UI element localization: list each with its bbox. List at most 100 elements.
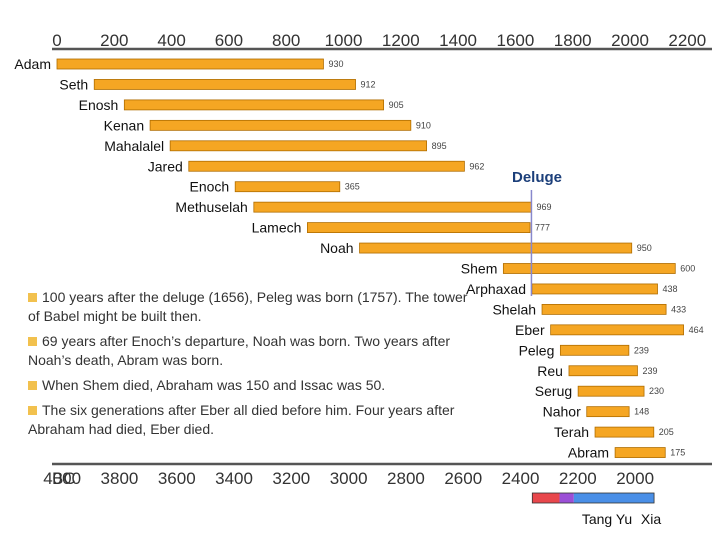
bottom-tick-label: 2400 xyxy=(502,469,540,488)
person-label: Serug xyxy=(535,383,572,399)
lifespan-bar xyxy=(123,99,385,111)
lifespan-value-label: 962 xyxy=(469,161,484,171)
note-4: The six generations after Eber all died … xyxy=(28,402,455,437)
bottom-tick-label: 3600 xyxy=(158,469,196,488)
lifespan-bar xyxy=(359,242,633,254)
lifespan-value-label: 148 xyxy=(634,407,649,417)
bullet-icon xyxy=(28,381,37,390)
dynasty-label: Yu xyxy=(616,511,632,527)
top-tick-label: 2000 xyxy=(611,31,649,50)
lifespan-value-label: 365 xyxy=(345,182,360,192)
person-label: Peleg xyxy=(519,342,555,358)
lifespan-bar xyxy=(149,119,412,131)
lifespan-bar xyxy=(550,324,684,336)
top-tick-label: 800 xyxy=(272,31,300,50)
top-tick-label: 1200 xyxy=(382,31,420,50)
person-label: Jared xyxy=(148,158,183,174)
lifespan-bar xyxy=(541,303,667,315)
person-label: Arphaxad xyxy=(466,281,526,297)
lifespan-bar xyxy=(559,344,630,356)
person-label: Lamech xyxy=(252,220,302,236)
bottom-tick-label: 2600 xyxy=(444,469,482,488)
person-label: Reu xyxy=(537,363,563,379)
lifespan-bar xyxy=(586,406,630,418)
dynasty-segment xyxy=(573,493,655,503)
lifespan-value-label: 895 xyxy=(432,141,447,151)
dynasty-label: Xia xyxy=(641,511,661,527)
person-label: Mahalalel xyxy=(104,138,164,154)
lifespan-value-label: 777 xyxy=(535,223,550,233)
person-label: Shelah xyxy=(492,301,536,317)
top-tick-label: 200 xyxy=(100,31,128,50)
dynasty-strip-border xyxy=(531,492,655,504)
lifespan-value-label: 239 xyxy=(634,345,649,355)
lifespan-value-label: 969 xyxy=(536,202,551,212)
lifespan-value-label: 433 xyxy=(671,304,686,314)
lifespan-bar xyxy=(253,201,532,213)
bottom-tick-label: 3200 xyxy=(272,469,310,488)
person-label: Adam xyxy=(14,56,51,72)
lifespan-bar xyxy=(531,283,658,295)
top-tick-label: 600 xyxy=(215,31,243,50)
lifespan-bar xyxy=(568,365,638,377)
top-tick-label: 1800 xyxy=(554,31,592,50)
dynasty-segment xyxy=(559,493,574,503)
lifespan-value-label: 205 xyxy=(659,427,674,437)
bottom-tick-label: 2800 xyxy=(387,469,425,488)
deluge-label: Deluge xyxy=(512,169,562,186)
bottom-tick-label: 3400 xyxy=(215,469,253,488)
person-label: Eber xyxy=(515,322,545,338)
lifespan-bar xyxy=(188,160,465,172)
person-label: Nahor xyxy=(543,404,581,420)
lifespan-value-label: 175 xyxy=(670,448,685,458)
top-tick-label: 1000 xyxy=(325,31,363,50)
top-tick-label: 0 xyxy=(52,31,61,50)
dynasty-label: Tang xyxy=(582,511,612,527)
bottom-tick-label: 4000 xyxy=(43,469,81,488)
lifespan-bar xyxy=(56,58,324,70)
lifespan-bar xyxy=(234,181,341,193)
top-tick-label: 1600 xyxy=(496,31,534,50)
lifespan-bar xyxy=(502,263,676,274)
bottom-tick-label: 3800 xyxy=(101,469,139,488)
top-tick-label: 400 xyxy=(157,31,185,50)
lifespan-bar xyxy=(614,447,666,458)
person-label: Enosh xyxy=(79,97,119,113)
lifespan-bar xyxy=(577,385,645,397)
lifespan-value-label: 464 xyxy=(689,325,704,335)
dynasty-strip: Tang Yu Xia xyxy=(531,492,661,527)
deluge-marker: Deluge xyxy=(512,169,562,296)
lifespan-value-label: 930 xyxy=(328,59,343,69)
notes-panel: 100 years after the deluge (1656), Peleg… xyxy=(28,288,468,445)
person-label: Shem xyxy=(461,261,498,277)
bc-label: BC xyxy=(52,469,76,488)
person-label: Noah xyxy=(320,240,353,256)
person-label: Terah xyxy=(554,424,589,440)
lifespan-value-label: 950 xyxy=(637,243,652,253)
note-2: 69 years after Enoch’s departure, Noah w… xyxy=(28,333,451,368)
note-1: 100 years after the deluge (1656), Peleg… xyxy=(28,289,468,324)
bullet-icon xyxy=(28,293,37,302)
person-label: Abram xyxy=(568,445,609,461)
lifespan-value-label: 600 xyxy=(680,264,695,274)
top-tick-label: 2200 xyxy=(668,31,706,50)
lifespan-value-label: 912 xyxy=(361,79,376,89)
lifespan-bar xyxy=(169,140,427,152)
lifespan-bars: Adam 930 Seth 912 Enosh 905 Kenan 910 Mahalalel 8… xyxy=(14,56,703,461)
bottom-tick-label: 2200 xyxy=(559,469,597,488)
lifespan-value-label: 230 xyxy=(649,386,664,396)
bottom-tick-label: 2000 xyxy=(616,469,654,488)
dynasty-segment xyxy=(532,493,560,503)
lifespan-value-label: 438 xyxy=(663,284,678,294)
bottom-tick-label: 3000 xyxy=(330,469,368,488)
person-label: Methuselah xyxy=(175,199,247,215)
lifespan-bar xyxy=(93,79,356,90)
lifespan-value-label: 239 xyxy=(642,366,657,376)
person-label: Enoch xyxy=(189,179,229,195)
lifespan-bar xyxy=(307,222,531,234)
bullet-icon xyxy=(28,406,37,415)
bullet-icon xyxy=(28,337,37,346)
lifespan-value-label: 910 xyxy=(416,120,431,130)
